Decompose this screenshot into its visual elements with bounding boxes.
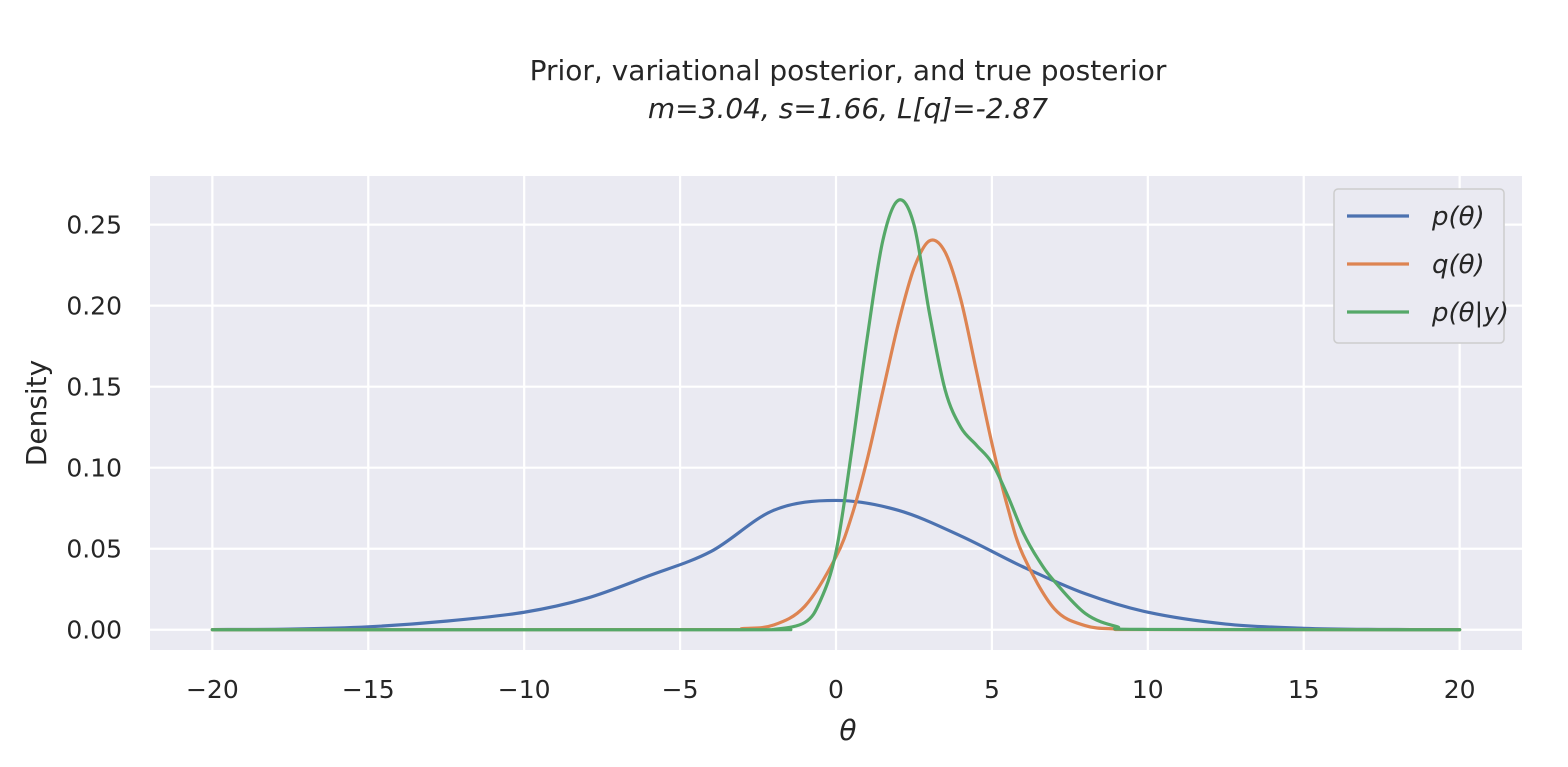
- x-tick-label: −15: [342, 675, 395, 704]
- series-layer: [210, 198, 1462, 632]
- x-tick-label: 10: [1132, 675, 1164, 704]
- x-tick-label: 15: [1288, 675, 1320, 704]
- y-tick-label: 0.10: [66, 454, 122, 483]
- x-tick-label: −5: [662, 675, 699, 704]
- y-tick-label: 0.20: [66, 292, 122, 321]
- legend-label-1: q(θ): [1432, 250, 1485, 280]
- y-tick-label: 0.00: [66, 616, 122, 645]
- x-tick-labels: −20 −15 −10 −5 0 5 10 15 20: [186, 675, 1476, 704]
- x-tick-label: 5: [984, 675, 1000, 704]
- x-tick-label: 20: [1444, 675, 1476, 704]
- y-tick-label: 0.15: [66, 373, 122, 402]
- x-tick-label: −10: [498, 675, 551, 704]
- x-tick-label: −20: [186, 675, 239, 704]
- chart-title: Prior, variational posterior, and true p…: [530, 54, 1167, 87]
- x-tick-label: 0: [828, 675, 844, 704]
- y-tick-label: 0.05: [66, 535, 122, 564]
- legend-label-2: p(θ|y): [1431, 298, 1509, 328]
- chart-subtitle: m=3.04, s=1.66, L[q]=-2.87: [648, 92, 1048, 125]
- series-line-2: [210, 198, 1462, 632]
- legend: p(θ) q(θ) p(θ|y): [1333, 188, 1509, 344]
- y-tick-labels: 0.00 0.05 0.10 0.15 0.20 0.25: [66, 211, 122, 645]
- y-tick-label: 0.25: [66, 211, 122, 240]
- x-axis-label: θ: [839, 714, 856, 747]
- legend-label-0: p(θ): [1431, 202, 1485, 232]
- legend-box: [1333, 188, 1505, 344]
- series-line-0: [210, 498, 1462, 632]
- y-axis-label: Density: [20, 360, 53, 466]
